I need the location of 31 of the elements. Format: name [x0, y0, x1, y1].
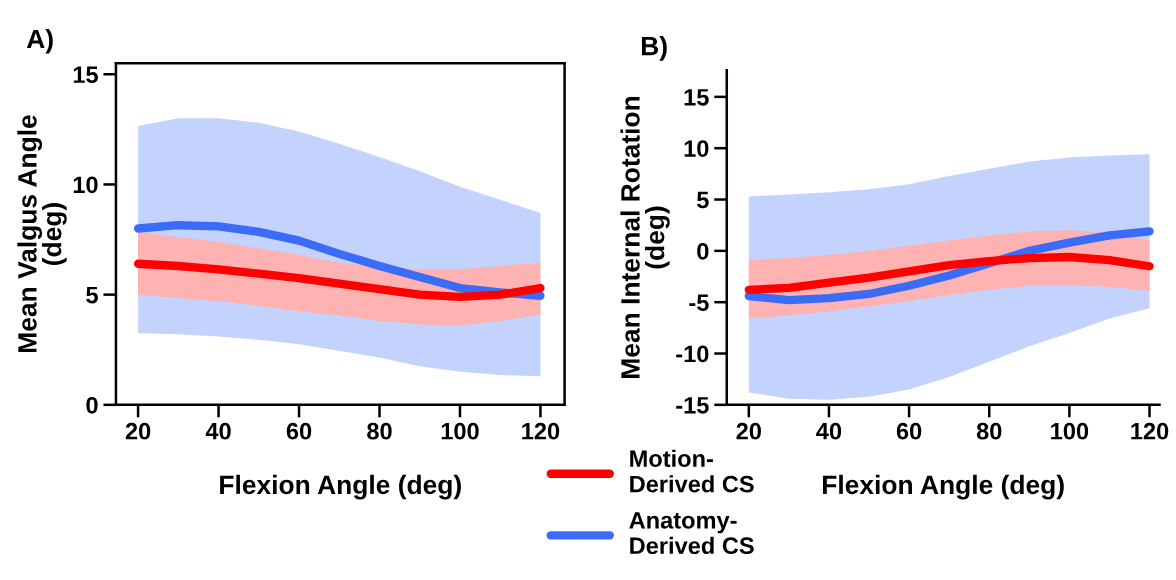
x-axis-title: Flexion Angle (deg): [220, 474, 461, 500]
x-axis-title: Flexion Angle (deg): [823, 474, 1064, 500]
y-axis-title: Mean Internal Rotation (deg): [620, 96, 670, 378]
y-axis-title: Mean Valgus Angle (deg): [17, 115, 67, 353]
x-tick-label: 80: [367, 422, 392, 440]
x-tick-label: 20: [736, 422, 761, 440]
y-tick-label: 0: [86, 396, 98, 414]
y-tick-label: -5: [689, 294, 709, 311]
x-tick-label: 40: [816, 422, 842, 440]
chart-title: B): [641, 36, 667, 61]
x-tick-label: 40: [205, 422, 231, 440]
y-tick-label: 15: [73, 66, 98, 84]
legend-label: Anatomy- Derived CS: [629, 512, 754, 555]
y-tick-label: 10: [684, 140, 709, 157]
x-tick-label: 60: [286, 422, 312, 440]
x-tick-label: 100: [1051, 422, 1089, 440]
legend-label: Motion- Derived CS: [630, 449, 754, 493]
x-tick-label: 20: [125, 422, 151, 440]
x-tick-label: 100: [441, 422, 479, 440]
y-tick-label: 15: [684, 89, 709, 106]
x-tick-label: 60: [896, 422, 922, 440]
x-tick-label: 80: [976, 422, 1002, 440]
y-tick-label: -15: [676, 397, 709, 414]
chart-title: A): [26, 28, 53, 54]
y-tick-label: -10: [676, 345, 709, 363]
x-tick-label: 120: [522, 422, 560, 440]
y-tick-label: 5: [86, 286, 98, 304]
y-tick-label: 10: [73, 176, 98, 194]
x-tick-label: 120: [1131, 422, 1169, 440]
y-tick-label: 0: [697, 242, 709, 260]
y-tick-label: 5: [697, 191, 709, 209]
